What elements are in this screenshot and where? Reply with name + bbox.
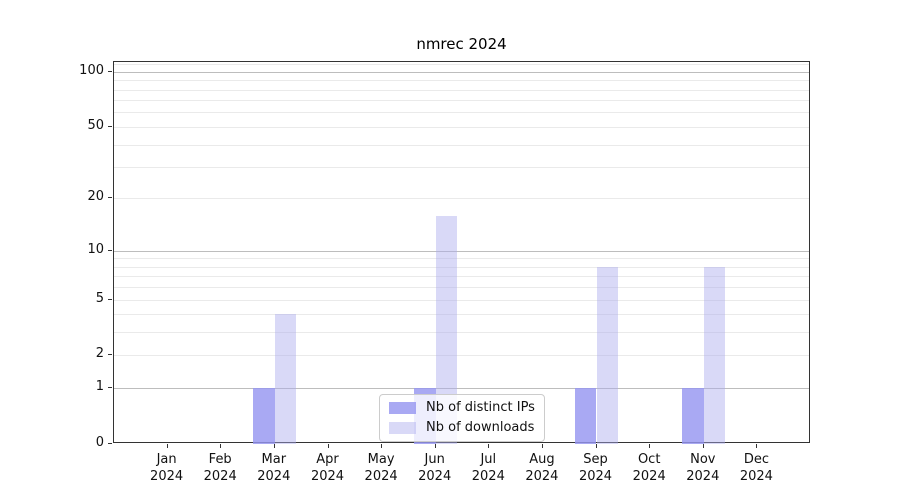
x-tick-mark xyxy=(220,444,222,448)
gridline-minor xyxy=(114,112,809,114)
gridline-minor xyxy=(114,126,809,128)
gridline-major xyxy=(114,71,809,73)
x-tick-mark xyxy=(756,444,758,448)
gridline-minor xyxy=(114,167,809,168)
x-tick-label: Jul 2024 xyxy=(471,452,505,484)
gridline-minor xyxy=(114,258,809,260)
gridline-minor xyxy=(114,64,809,66)
chart-title: nmrec 2024 xyxy=(416,35,507,53)
gridline-major xyxy=(114,388,809,390)
y-tick-mark xyxy=(108,354,112,356)
x-tick-label: Oct 2024 xyxy=(632,452,666,484)
x-tick-mark xyxy=(649,444,651,448)
gridline-minor xyxy=(114,332,809,334)
x-tick-label: Apr 2024 xyxy=(310,452,345,484)
y-tick-mark xyxy=(108,197,112,199)
gridline-minor xyxy=(114,287,809,289)
bar-distinct-ips-mar xyxy=(253,388,275,444)
x-tick-mark xyxy=(327,444,329,448)
y-tick-mark xyxy=(108,298,112,300)
legend-item-distinct-ips: Nb of distinct IPs xyxy=(389,400,535,416)
bar-downloads-nov xyxy=(703,266,726,444)
x-tick-mark xyxy=(702,444,704,448)
gridline-minor xyxy=(114,144,809,146)
bar-distinct-ips-sep xyxy=(575,388,597,444)
x-tick-mark xyxy=(488,444,490,448)
gridline-minor xyxy=(114,276,809,278)
gridline-minor xyxy=(114,266,809,268)
x-tick-mark xyxy=(434,444,436,448)
x-tick-mark xyxy=(273,444,275,448)
x-tick-mark xyxy=(381,444,383,448)
bar-downloads-sep xyxy=(596,266,618,444)
x-tick-label: Nov 2024 xyxy=(686,452,720,484)
bar-distinct-ips-nov xyxy=(682,388,704,444)
y-tick-mark xyxy=(108,387,112,389)
y-tick-label: 10 xyxy=(87,241,104,257)
bar-downloads-jun xyxy=(435,215,458,444)
legend-item-downloads: Nb of downloads xyxy=(389,420,535,436)
y-tick-mark xyxy=(108,249,112,251)
x-tick-label: May 2024 xyxy=(364,452,398,484)
x-tick-mark xyxy=(595,444,597,448)
legend-swatch-distinct-ips xyxy=(389,402,416,414)
gridline-minor xyxy=(114,100,809,102)
bar-downloads-mar xyxy=(274,314,297,444)
x-tick-label: Aug 2024 xyxy=(525,452,559,484)
y-tick-label: 1 xyxy=(95,379,104,395)
x-tick-mark xyxy=(166,444,168,448)
x-tick-label: Sep 2024 xyxy=(578,452,613,484)
y-tick-mark xyxy=(108,443,112,444)
x-tick-label: Dec 2024 xyxy=(739,452,773,484)
y-tick-label: 100 xyxy=(79,62,104,78)
x-tick-label: Jan 2024 xyxy=(150,452,184,484)
gridline-major xyxy=(114,250,809,252)
legend: Nb of distinct IPs Nb of downloads xyxy=(379,394,545,442)
gridline-minor xyxy=(114,198,809,200)
y-tick-label: 2 xyxy=(95,346,104,362)
y-tick-label: 5 xyxy=(95,290,104,306)
gridline-minor xyxy=(114,299,809,301)
gridline-minor xyxy=(114,89,809,91)
x-tick-label: Mar 2024 xyxy=(257,452,291,484)
x-tick-label: Jun 2024 xyxy=(418,452,452,484)
y-tick-label: 20 xyxy=(87,189,104,205)
legend-label-distinct-ips: Nb of distinct IPs xyxy=(426,400,535,415)
x-tick-mark xyxy=(541,444,543,448)
legend-swatch-downloads xyxy=(389,422,416,434)
plot-layers xyxy=(114,62,809,444)
y-tick-label: 50 xyxy=(87,117,104,133)
plot-area: Nb of distinct IPs Nb of downloads xyxy=(113,61,810,444)
y-tick-mark xyxy=(108,70,112,72)
gridline-minor xyxy=(114,314,809,316)
y-tick-label: 0 xyxy=(95,435,104,450)
gridline-minor xyxy=(114,80,809,82)
gridline-minor xyxy=(114,355,809,357)
y-tick-mark xyxy=(108,125,112,127)
legend-label-downloads: Nb of downloads xyxy=(426,420,535,435)
x-tick-label: Feb 2024 xyxy=(203,452,237,484)
